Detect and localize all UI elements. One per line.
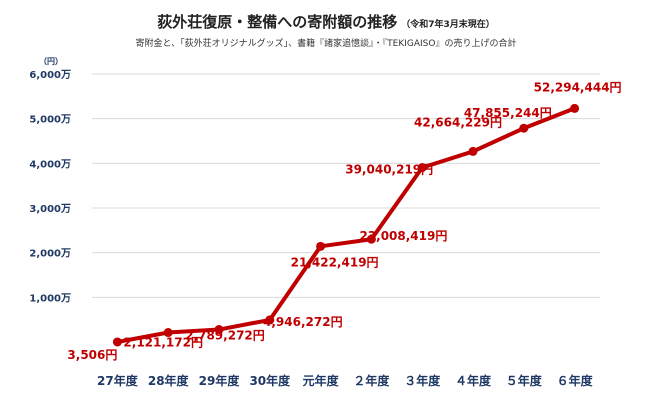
data-label: 23,008,419円: [359, 229, 447, 243]
data-label: 39,040,219円: [345, 163, 433, 177]
series-path: [117, 106, 576, 344]
data-point: [265, 315, 275, 325]
y-tick-label: 2,000万: [29, 248, 71, 260]
x-axis-ticks: 27年度 28年度 29年度 30年度 元年度 ２年度 ３年度 ４年度 ５年度 ６年度: [97, 373, 594, 388]
data-point: [163, 328, 173, 338]
x-tick-label: 元年度: [303, 373, 340, 388]
data-point: [468, 146, 478, 156]
x-tick-label: ６年度: [557, 373, 594, 388]
y-tick-label: 4,000万: [29, 158, 71, 170]
data-point: [316, 241, 326, 251]
x-tick-label: 29年度: [199, 373, 241, 388]
data-label: 4,946,272円: [263, 315, 343, 329]
data-label: 47,855,244円: [464, 106, 552, 120]
y-axis-unit: （円）: [39, 56, 63, 66]
y-tick-label: 6,000万: [29, 69, 71, 81]
y-tick-label: 1,000万: [29, 292, 71, 304]
x-tick-label: ２年度: [353, 373, 390, 388]
series-line: [112, 103, 580, 347]
data-point: [519, 123, 529, 133]
y-axis-ticks: 1,000万 2,000万 3,000万 4,000万 5,000万 6,000万: [29, 69, 71, 304]
data-label: 52,294,444円: [534, 80, 622, 94]
chart-title-note: （令和7年3月末現在）: [401, 18, 495, 30]
x-tick-label: 28年度: [148, 373, 190, 388]
x-tick-label: ５年度: [506, 373, 543, 388]
data-point: [214, 325, 224, 335]
data-label: 42,664,229円: [414, 115, 502, 129]
data-point: [570, 103, 580, 113]
x-tick-label: ３年度: [404, 373, 441, 388]
chart-subtitle: 寄附金と、「荻外荘オリジナルグッズ」、書籍『諸家追憶談』・『TEKIGAISO』…: [136, 37, 517, 49]
y-tick-label: 5,000万: [29, 114, 71, 126]
data-label: 21,422,419円: [291, 255, 379, 269]
x-tick-label: 27年度: [97, 373, 139, 388]
y-tick-label: 3,000万: [29, 203, 71, 215]
data-label: 2,121,172円: [123, 336, 203, 350]
gridlines: [92, 73, 600, 298]
x-tick-label: ４年度: [455, 373, 492, 388]
chart-title: 荻外荘復原・整備への寄附額の推移 （令和7年3月末現在）: [157, 13, 495, 31]
data-label: 2,789,272円: [185, 329, 265, 343]
data-point: [417, 163, 427, 173]
x-tick-label: 30年度: [249, 373, 291, 388]
data-point: [112, 337, 122, 347]
data-label: 3,506円: [67, 348, 117, 362]
data-point: [366, 234, 376, 244]
